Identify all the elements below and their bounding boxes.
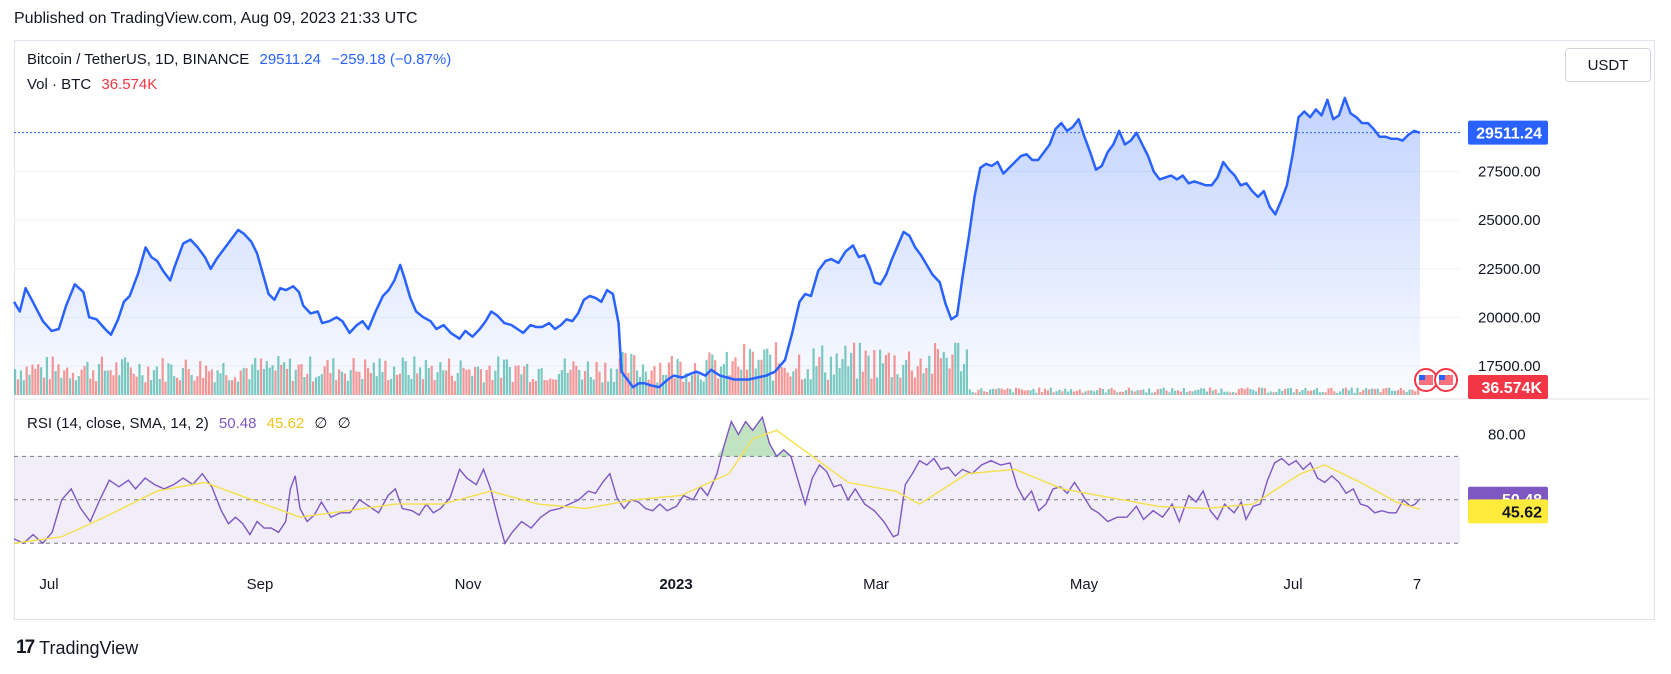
volume-label[interactable]: Vol · BTC (27, 76, 92, 93)
chart-frame (14, 40, 1655, 620)
symbol-title[interactable]: Bitcoin / TetherUS, 1D, BINANCE (27, 51, 250, 68)
rsi-extra-2: ∅ (337, 415, 351, 432)
volume-value: 36.574K (101, 76, 158, 93)
published-label: Published on TradingView.com, Aug 09, 20… (14, 10, 418, 27)
volume-legend: Vol · BTC 36.574K (27, 76, 163, 93)
price-change: −259.18 (−0.87%) (331, 51, 452, 68)
rsi-value: 50.48 (218, 415, 257, 432)
rsi-ma-value: 45.62 (266, 415, 305, 432)
tradingview-logo-icon: 17 (16, 637, 35, 658)
rsi-label[interactable]: RSI (14, close, SMA, 14, 2) (27, 415, 209, 432)
rsi-extra-1: ∅ (314, 415, 328, 432)
price-legend: Bitcoin / TetherUS, 1D, BINANCE 29511.24… (27, 51, 457, 68)
footer-brand[interactable]: 17 TradingView (16, 637, 138, 659)
currency-button[interactable]: USDT (1565, 48, 1651, 82)
brand-name: TradingView (39, 637, 139, 658)
rsi-legend: RSI (14, close, SMA, 14, 2) 50.48 45.62 … (27, 414, 357, 432)
last-price: 29511.24 (259, 51, 321, 68)
